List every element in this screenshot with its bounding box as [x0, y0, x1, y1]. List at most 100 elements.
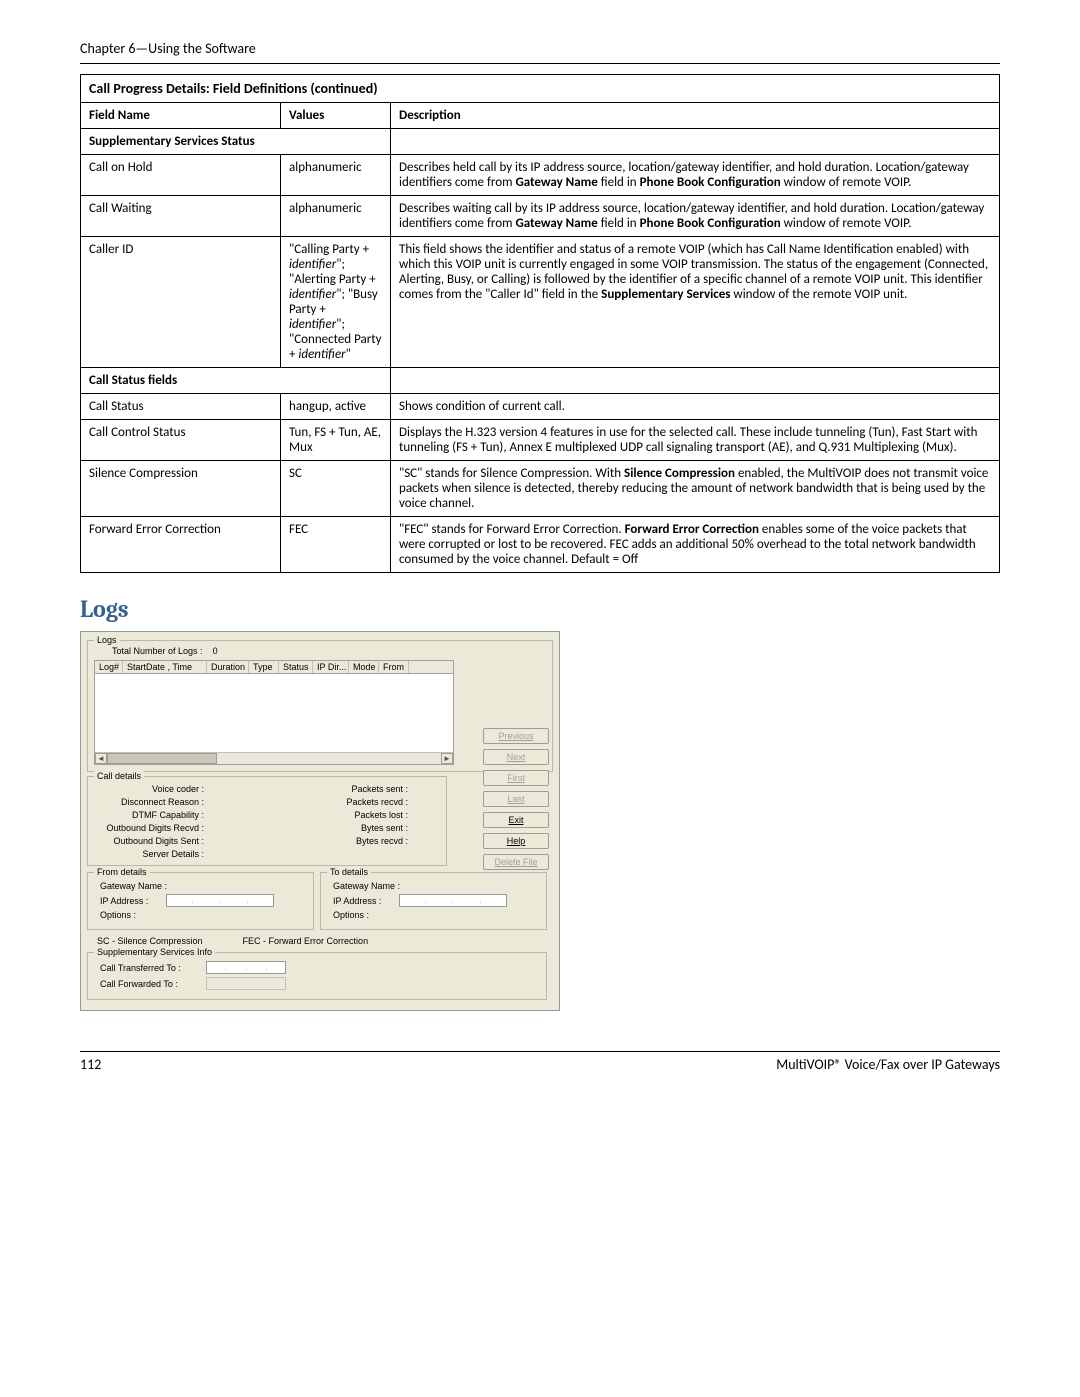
- from-gw-label: Gateway Name :: [100, 881, 200, 891]
- next-button[interactable]: Next: [483, 749, 549, 765]
- call-forwarded-input[interactable]: [206, 977, 286, 990]
- detail-label: Outbound Digits Sent :: [94, 836, 204, 846]
- supp-services-legend: Supplementary Services Info: [94, 947, 215, 957]
- detail-label: Disconnect Reason :: [94, 797, 204, 807]
- scroll-thumb[interactable]: [107, 753, 217, 764]
- cell-desc: "FEC" stands for Forward Error Correctio…: [391, 517, 1000, 573]
- col-header-desc: Description: [391, 103, 1000, 129]
- from-details-fieldset: From details Gateway Name : IP Address :…: [87, 872, 314, 930]
- detail-row: Packets lost :: [298, 810, 408, 820]
- detail-label: Bytes recvd :: [298, 836, 408, 846]
- exit-button[interactable]: Exit: [483, 812, 549, 828]
- cell-field: Forward Error Correction: [81, 517, 281, 573]
- logs-dialog: Logs Total Number of Logs : 0 Log#StartD…: [80, 631, 560, 1011]
- table-row: Call Control StatusTun, FS + Tun, AE, Mu…: [81, 420, 1000, 461]
- top-rule: [80, 63, 1000, 64]
- cell-field: Call on Hold: [81, 155, 281, 196]
- first-button[interactable]: First: [483, 770, 549, 786]
- cell-desc: "SC" stands for Silence Compression. Wit…: [391, 461, 1000, 517]
- list-header[interactable]: Mode: [349, 661, 379, 673]
- list-header[interactable]: Status: [279, 661, 313, 673]
- detail-row: Voice coder :: [94, 784, 204, 794]
- cell-field: Call Waiting: [81, 196, 281, 237]
- table-row: Call on HoldalphanumericDescribes held c…: [81, 155, 1000, 196]
- page-number: 112: [80, 1056, 101, 1073]
- list-header[interactable]: Type: [249, 661, 279, 673]
- cell-values: FEC: [281, 517, 391, 573]
- table-row: Silence CompressionSC"SC" stands for Sil…: [81, 461, 1000, 517]
- logs-fieldset-legend: Logs: [94, 635, 120, 645]
- previous-button[interactable]: Previous: [483, 728, 549, 744]
- section-callstatus: Call Status fields: [81, 368, 391, 394]
- cell-desc: Shows condition of current call.: [391, 394, 1000, 420]
- col-header-field: Field Name: [81, 103, 281, 129]
- detail-label: Bytes sent :: [298, 823, 408, 833]
- logs-heading: Logs: [80, 595, 1000, 623]
- total-logs-label: Total Number of Logs :: [112, 646, 203, 656]
- call-transferred-input[interactable]: ...: [206, 961, 286, 974]
- bottom-rule: [80, 1051, 1000, 1052]
- table-title: Call Progress Details: Field Definitions…: [81, 75, 1000, 103]
- detail-label: Packets sent :: [298, 784, 408, 794]
- legend-sc: SC - Silence Compression: [97, 936, 203, 946]
- delete-file-button[interactable]: Delete File: [483, 854, 549, 870]
- total-logs: Total Number of Logs : 0: [112, 646, 546, 656]
- logs-list-headers: Log#StartDate , TimeDurationTypeStatusIP…: [95, 661, 453, 674]
- call-transferred-label: Call Transferred To :: [100, 963, 200, 973]
- list-header[interactable]: From: [379, 661, 409, 673]
- help-button[interactable]: Help: [483, 833, 549, 849]
- detail-label: DTMF Capability :: [94, 810, 204, 820]
- product-name: MultiVOIP® Voice/Fax over IP Gateways: [776, 1056, 1000, 1073]
- detail-label: Server Details :: [94, 849, 204, 859]
- logs-list[interactable]: Log#StartDate , TimeDurationTypeStatusIP…: [94, 660, 454, 765]
- from-options-label: Options :: [100, 910, 160, 920]
- from-details-legend: From details: [94, 867, 150, 877]
- cell-field: Silence Compression: [81, 461, 281, 517]
- detail-label: Packets lost :: [298, 810, 408, 820]
- detail-row: Outbound Digits Sent :: [94, 836, 204, 846]
- button-column: Previous Next First Last Exit Help Delet…: [483, 728, 549, 870]
- table-row: Call WaitingalphanumericDescribes waitin…: [81, 196, 1000, 237]
- cell-values: alphanumeric: [281, 155, 391, 196]
- cell-field: Call Status: [81, 394, 281, 420]
- to-ip-label: IP Address :: [333, 896, 393, 906]
- cell-field: Call Control Status: [81, 420, 281, 461]
- to-details-fieldset: To details Gateway Name : IP Address : .…: [320, 872, 547, 930]
- to-gw-label: Gateway Name :: [333, 881, 433, 891]
- cell-desc: Describes waiting call by its IP address…: [391, 196, 1000, 237]
- list-header[interactable]: Duration: [207, 661, 249, 673]
- last-button[interactable]: Last: [483, 791, 549, 807]
- call-details-fieldset: Call details Voice coder :Disconnect Rea…: [87, 776, 447, 866]
- detail-row: DTMF Capability :: [94, 810, 204, 820]
- cell-values: hangup, active: [281, 394, 391, 420]
- col-header-values: Values: [281, 103, 391, 129]
- to-ip-input[interactable]: ...: [399, 894, 507, 907]
- scroll-left-icon[interactable]: ◄: [95, 753, 107, 764]
- section-supp: Supplementary Services Status: [81, 129, 391, 155]
- to-options-label: Options :: [333, 910, 393, 920]
- list-header[interactable]: IP Dir...: [313, 661, 349, 673]
- page-footer: 112 MultiVOIP® Voice/Fax over IP Gateway…: [80, 1056, 1000, 1073]
- detail-label: Outbound Digits Recvd :: [94, 823, 204, 833]
- table-row: Call Statushangup, activeShows condition…: [81, 394, 1000, 420]
- cell-values: SC: [281, 461, 391, 517]
- table-row: Forward Error CorrectionFEC"FEC" stands …: [81, 517, 1000, 573]
- legend-fec: FEC - Forward Error Correction: [243, 936, 369, 946]
- h-scrollbar[interactable]: ◄ ►: [95, 752, 453, 764]
- detail-label: Voice coder :: [94, 784, 204, 794]
- from-ip-label: IP Address :: [100, 896, 160, 906]
- cell-field: Caller ID: [81, 237, 281, 368]
- cell-desc: This field shows the identifier and stat…: [391, 237, 1000, 368]
- detail-label: Packets recvd :: [298, 797, 408, 807]
- scroll-right-icon[interactable]: ►: [441, 753, 453, 764]
- from-ip-input[interactable]: ...: [166, 894, 274, 907]
- detail-row: Bytes sent :: [298, 823, 408, 833]
- definitions-table: Call Progress Details: Field Definitions…: [80, 74, 1000, 573]
- list-header[interactable]: Log#: [95, 661, 123, 673]
- cell-desc: Displays the H.323 version 4 features in…: [391, 420, 1000, 461]
- cell-desc: Describes held call by its IP address so…: [391, 155, 1000, 196]
- list-header[interactable]: StartDate , Time: [123, 661, 207, 673]
- logs-list-body: [95, 674, 453, 752]
- detail-row: Server Details :: [94, 849, 204, 859]
- detail-row: Bytes recvd :: [298, 836, 408, 846]
